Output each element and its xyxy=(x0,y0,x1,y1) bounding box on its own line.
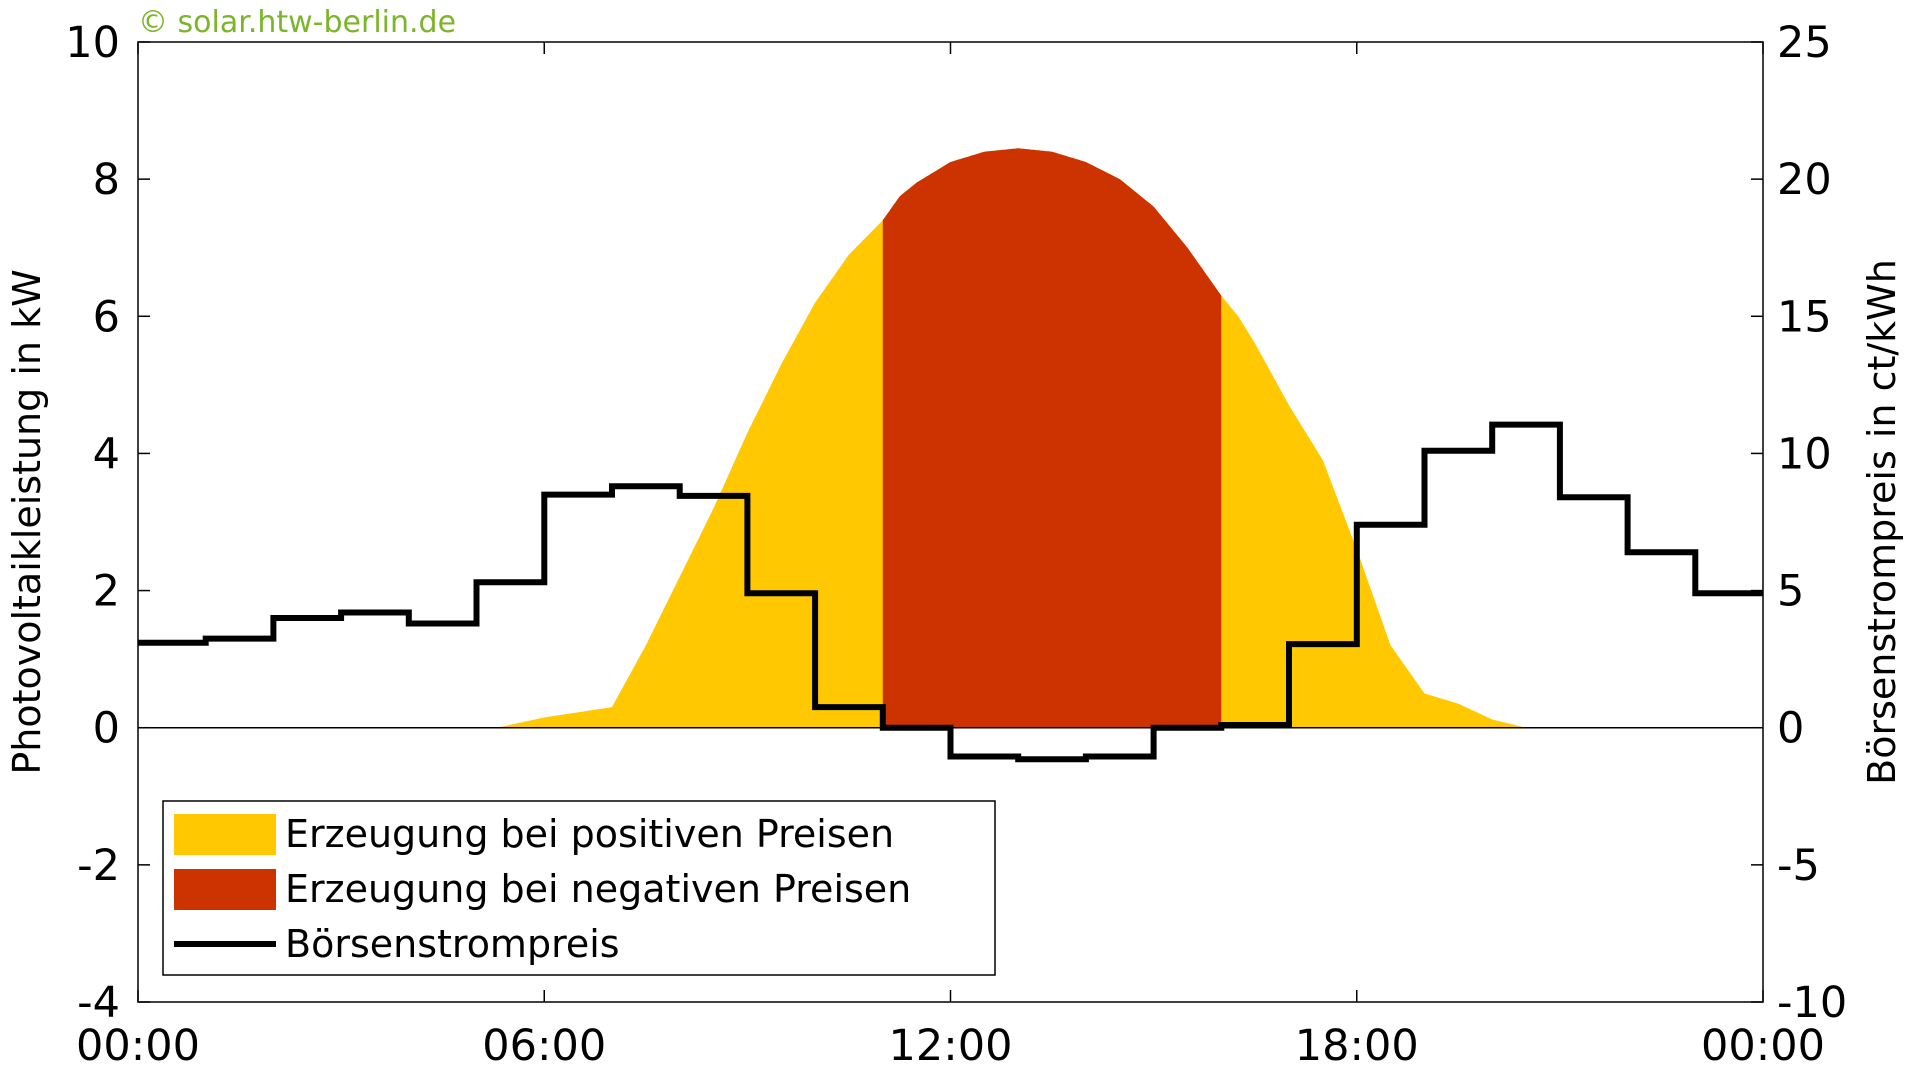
y-axis-right-title: Börsenstrompreis in ct/kWh xyxy=(1860,259,1904,785)
y-left-tick-label: 4 xyxy=(93,429,120,479)
y-left-tick-label: -4 xyxy=(77,978,120,1028)
y-right-tick-label: 10 xyxy=(1777,429,1832,479)
x-tick-label: 18:00 xyxy=(1295,1021,1419,1071)
price-step-line xyxy=(138,421,1763,763)
y-right-tick-label: 25 xyxy=(1777,18,1832,68)
watermark: © solar.htw-berlin.de xyxy=(138,5,456,40)
x-tick-label: 12:00 xyxy=(889,1021,1013,1071)
legend-box xyxy=(162,800,996,976)
y-axis-left-title: Photovoltaikleistung in kW xyxy=(5,269,49,774)
legend: Erzeugung bei positiven Preisen Erzeugun… xyxy=(162,800,996,976)
y-right-tick-label: -10 xyxy=(1777,978,1847,1028)
y-right-tick-label: 0 xyxy=(1777,704,1804,754)
y-right-tick-label: -5 xyxy=(1777,841,1820,891)
y-left-tick-label: 10 xyxy=(65,18,120,68)
y-right-tick-label: 15 xyxy=(1777,292,1832,342)
y-right-tick-label: 5 xyxy=(1777,567,1804,617)
y-left-tick-label: 2 xyxy=(93,567,120,617)
plot-area xyxy=(138,148,1763,763)
pv-area-negative xyxy=(882,148,1222,728)
y-left-tick-label: 6 xyxy=(93,292,120,342)
legend-swatch-negative xyxy=(174,869,276,910)
legend-label-positive: Erzeugung bei positiven Preisen xyxy=(285,812,894,856)
y-left-tick-label: 0 xyxy=(93,704,120,754)
legend-swatch-positive xyxy=(174,814,276,855)
axes: 00:00 06:00 12:00 18:00 00:00-4-20246810-10-… xyxy=(65,18,1847,1071)
y-left-tick-label: -2 xyxy=(77,841,120,891)
legend-label-negative: Erzeugung bei negativen Preisen xyxy=(285,867,911,911)
x-tick-label: 00:00 xyxy=(1701,1021,1825,1071)
y-left-tick-label: 8 xyxy=(93,155,120,205)
y-right-tick-label: 20 xyxy=(1777,155,1832,205)
x-tick-label: 00:00 xyxy=(76,1021,200,1071)
legend-label-price: Börsenstrompreis xyxy=(285,922,620,966)
x-tick-label: 06:00 xyxy=(482,1021,606,1071)
